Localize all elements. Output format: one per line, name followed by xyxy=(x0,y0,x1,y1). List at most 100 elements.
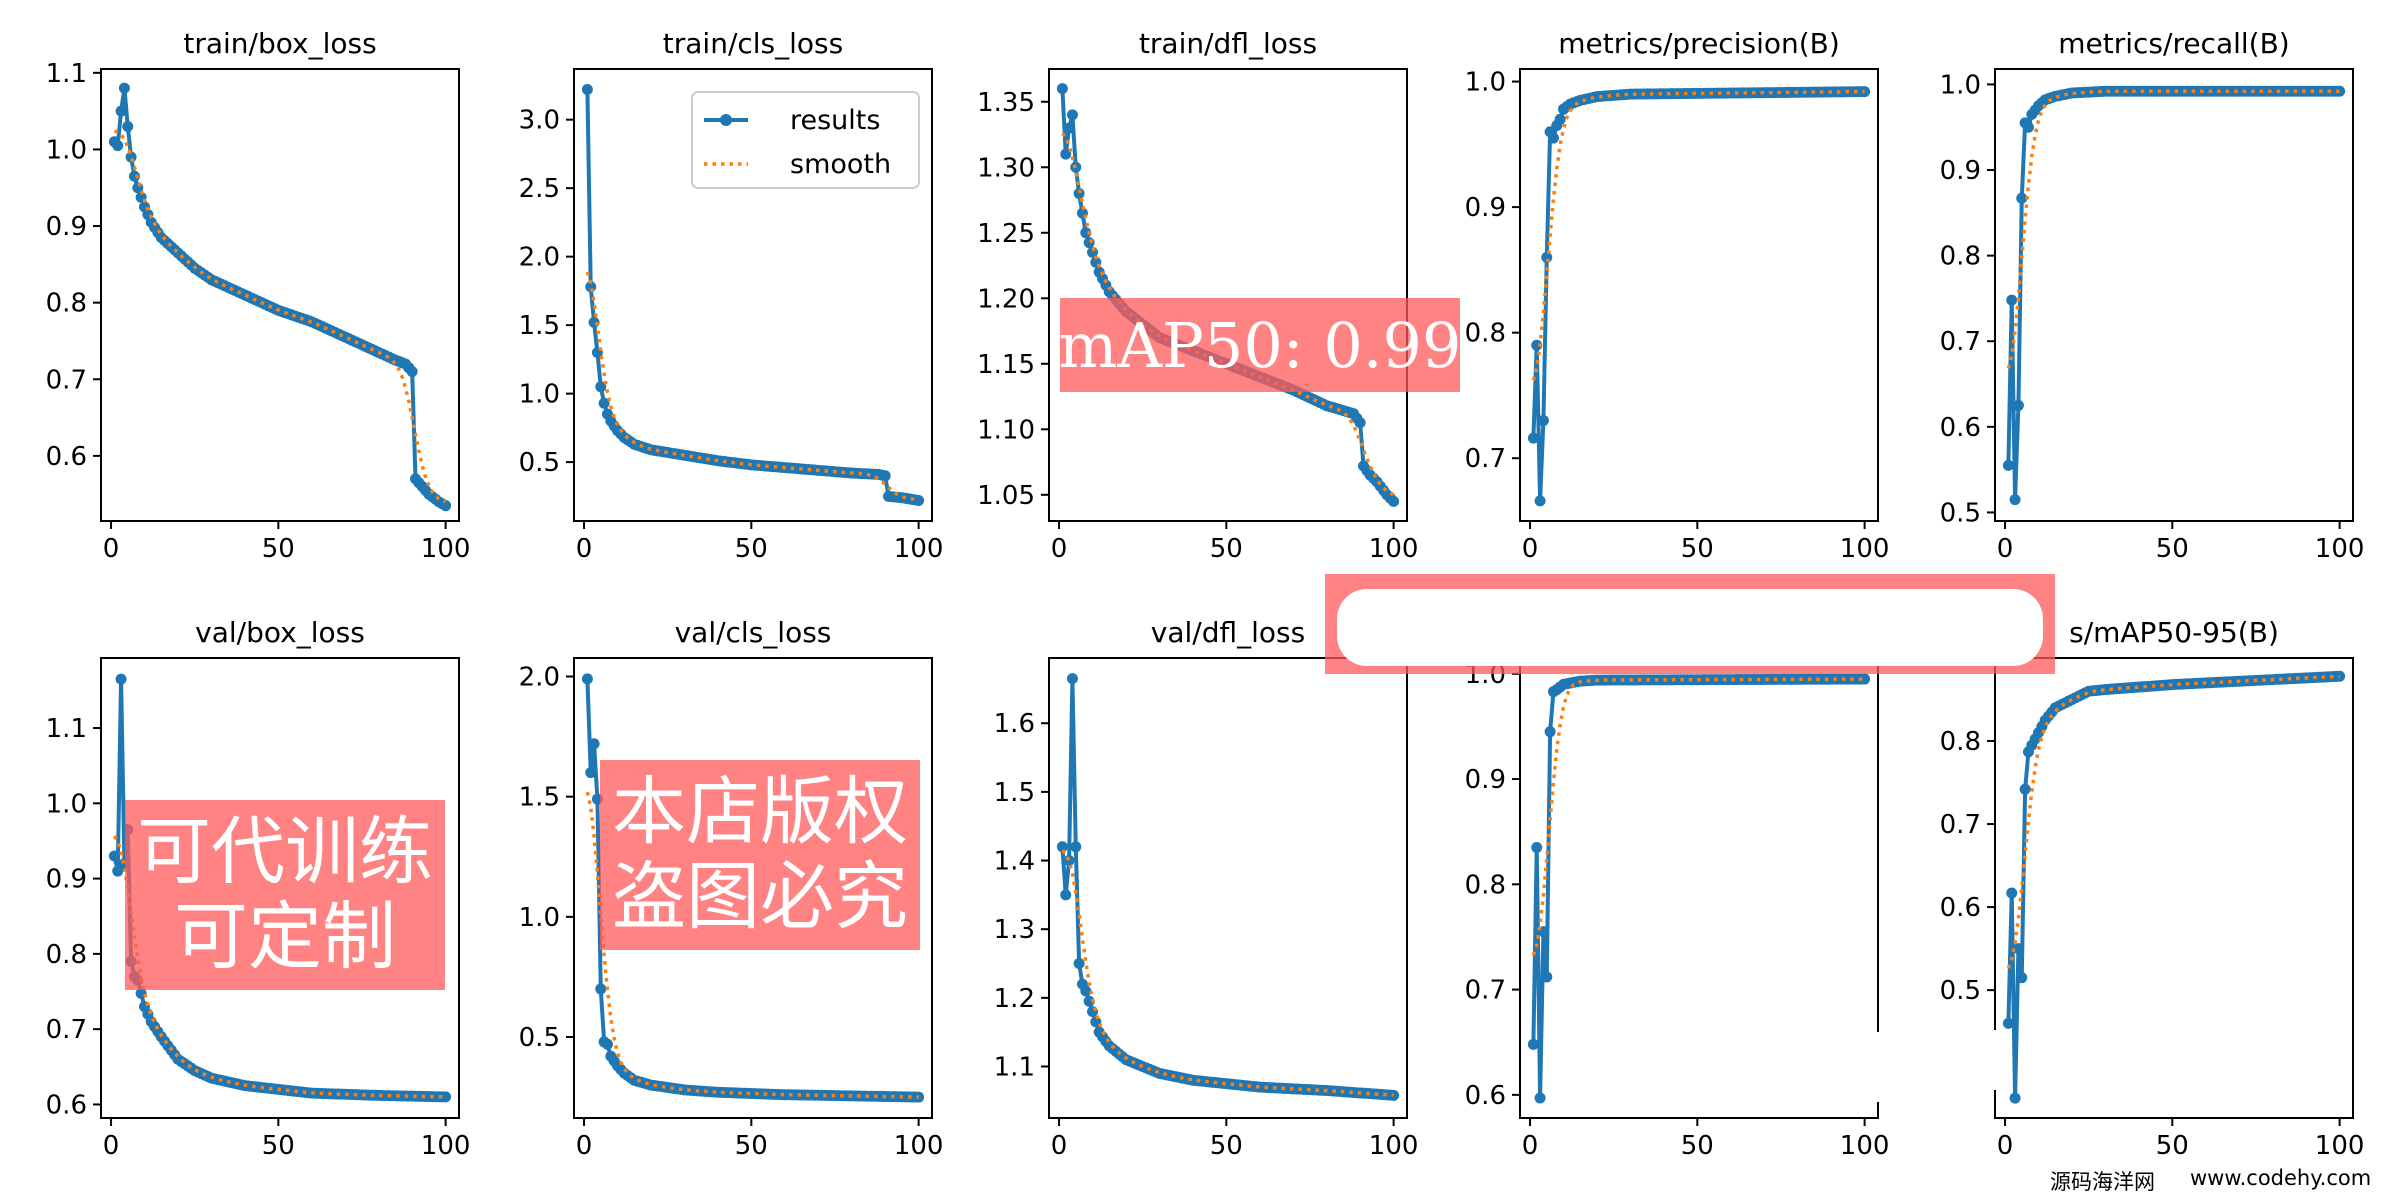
results-point xyxy=(601,1038,613,1050)
axes-frame xyxy=(100,657,460,1119)
results-point xyxy=(1527,432,1539,444)
y-tick-label: 0.5 xyxy=(519,1023,560,1053)
results-point xyxy=(588,738,600,750)
results-point xyxy=(1066,109,1078,121)
x-tick-label: 0 xyxy=(576,1131,593,1161)
y-tick-label: 1.35 xyxy=(977,88,1035,118)
x-tick-label: 100 xyxy=(1369,1131,1419,1161)
subplot-0: train/box_loss 0 50 100 0.6 0.7 0.8 0.9 1.0 1.1 xyxy=(46,27,471,564)
smooth-line xyxy=(2006,674,2340,969)
results-point xyxy=(115,673,127,685)
x-tick-label: 50 xyxy=(262,534,295,564)
results-point xyxy=(2006,294,2018,306)
smooth-line xyxy=(113,129,447,504)
y-tick-label: 0.8 xyxy=(46,940,87,970)
plot-area xyxy=(1056,673,1400,1101)
x-tick-label: 50 xyxy=(262,1131,295,1161)
plot-area xyxy=(1056,83,1400,507)
y-tick-label: 0.6 xyxy=(46,1090,87,1120)
subplot-1: train/cls_loss 0 50 100 0.5 1.0 1.5 2.0 2.5 3.0 re… xyxy=(519,27,944,564)
y-tick-label: 0.8 xyxy=(1465,319,1506,349)
erased-patch xyxy=(1552,1032,1888,1102)
x-tick-label: 0 xyxy=(1997,534,2014,564)
site-name-watermark: 源码海洋网 xyxy=(2050,1170,2155,1194)
y-tick-label: 1.6 xyxy=(994,709,1035,739)
x-tick-label: 100 xyxy=(1840,1131,1890,1161)
x-tick-label: 50 xyxy=(1681,534,1714,564)
results-point xyxy=(1531,841,1543,853)
x-tick-label: 100 xyxy=(894,534,944,564)
results-line xyxy=(2006,89,2340,502)
custom-training-watermark: 可代训练可定制 xyxy=(125,800,445,990)
axes-frame xyxy=(573,68,933,522)
erased-patch xyxy=(1988,1030,2002,1090)
axes-frame xyxy=(573,657,933,1119)
subplot-7: val/dfl_loss 0 50 100 1.1 1.2 1.3 1.4 1.5 1.6 xyxy=(994,616,1419,1161)
legend-box xyxy=(691,91,920,189)
y-tick-label: 0.9 xyxy=(46,212,87,242)
y-tick-label: 1.10 xyxy=(977,415,1035,445)
results-point xyxy=(1537,415,1549,427)
results-point xyxy=(1554,113,1566,125)
y-tick-label: 1.05 xyxy=(977,481,1035,511)
results-point xyxy=(1544,726,1556,738)
legend-results-marker xyxy=(720,114,732,126)
subplot-3: metrics/precision(B) 0 50 100 0.7 0.8 0.9 1.0 xyxy=(1465,27,1890,564)
results-point xyxy=(2002,1017,2014,1029)
y-tick-label: 1.5 xyxy=(519,783,560,813)
results-point xyxy=(115,105,127,117)
plot-area xyxy=(1527,86,1871,507)
results-point xyxy=(406,366,418,378)
x-tick-label: 50 xyxy=(735,534,768,564)
subplot-5: val/box_loss 0 50 100 0.6 0.7 0.8 0.9 1.0 1.1 xyxy=(46,616,471,1161)
y-tick-label: 0.9 xyxy=(46,865,87,895)
results-point xyxy=(112,140,124,152)
subplot-title: s/mAP50-95(B) xyxy=(2069,616,2279,649)
legend-results-label: results xyxy=(790,105,880,136)
y-tick-label: 0.8 xyxy=(1940,242,1981,272)
y-tick-label: 1.1 xyxy=(994,1053,1035,1083)
smooth-line xyxy=(585,271,919,502)
y-tick-label: 2.0 xyxy=(519,663,560,693)
results-line xyxy=(112,86,447,508)
y-tick-label: 1.0 xyxy=(1465,68,1506,98)
redaction-blob xyxy=(1337,589,2043,666)
results-point xyxy=(581,673,593,685)
x-tick-label: 0 xyxy=(1051,534,1068,564)
y-tick-label: 2.5 xyxy=(519,174,560,204)
results-point xyxy=(1859,673,1871,685)
x-tick-label: 0 xyxy=(103,534,120,564)
y-tick-label: 2.0 xyxy=(519,243,560,273)
x-tick-label: 50 xyxy=(735,1131,768,1161)
results-point xyxy=(122,120,134,132)
subplot-title: train/dfl_loss xyxy=(1139,27,1317,60)
y-tick-label: 0.8 xyxy=(1940,727,1981,757)
site-url-watermark: www.codehy.com xyxy=(2190,1166,2372,1190)
plot-area xyxy=(108,673,452,1103)
results-point xyxy=(1083,237,1095,249)
subplot-title: metrics/precision(B) xyxy=(1558,27,1840,60)
results-point xyxy=(1534,495,1546,507)
y-tick-label: 0.5 xyxy=(1940,498,1981,528)
x-tick-label: 100 xyxy=(421,534,471,564)
subplot-2: train/dfl_loss 0 50 100 1.05 1.10 1.15 1.20 1.25… xyxy=(977,27,1418,564)
results-point xyxy=(2012,943,2024,955)
results-point xyxy=(1056,83,1068,95)
y-tick-label: 0.7 xyxy=(1465,976,1506,1006)
results-point xyxy=(913,494,925,506)
y-tick-label: 1.5 xyxy=(519,311,560,341)
results-point xyxy=(1063,855,1075,867)
results-point xyxy=(1080,985,1092,997)
results-point xyxy=(2019,783,2031,795)
y-tick-label: 0.7 xyxy=(1940,810,1981,840)
results-point xyxy=(1066,673,1078,685)
legend-smooth-label: smooth xyxy=(790,149,891,180)
x-tick-label: 100 xyxy=(421,1131,471,1161)
results-point xyxy=(1859,86,1871,98)
results-point xyxy=(879,470,891,482)
results-point xyxy=(2012,399,2024,411)
plot-area xyxy=(108,82,452,512)
results-point xyxy=(440,1091,452,1103)
results-point xyxy=(1388,495,1400,507)
